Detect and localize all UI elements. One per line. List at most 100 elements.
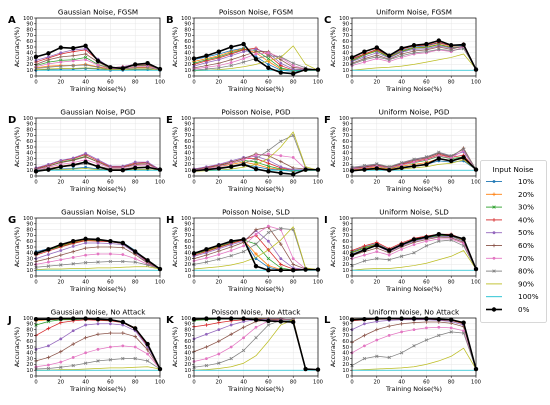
data-point <box>133 249 138 254</box>
data-point <box>46 51 51 56</box>
y-tick-label: 0 <box>346 374 349 380</box>
data-point <box>71 256 75 259</box>
data-point <box>59 51 63 55</box>
data-point <box>96 63 100 67</box>
x-axis-label: Training Noise(%) <box>385 385 442 393</box>
data-point <box>83 155 88 159</box>
data-point <box>254 252 258 256</box>
data-point <box>46 355 51 360</box>
legend-label: 60% <box>518 241 534 250</box>
x-tick-label: 40 <box>82 280 89 286</box>
y-tick-label: 60 <box>342 139 349 145</box>
data-point <box>363 60 366 64</box>
legend-item-50pct: 50% <box>486 228 534 237</box>
data-point <box>291 172 296 177</box>
data-point <box>291 257 295 260</box>
series-0pct <box>191 162 321 177</box>
data-point <box>387 248 392 253</box>
data-point <box>83 361 88 365</box>
data-point <box>71 45 76 51</box>
y-tick-label: 70 <box>26 33 33 39</box>
legend: Input Noise 10%20%30%40%50%60%70%80%90%1… <box>480 160 547 323</box>
x-axis-label: Training Noise(%) <box>227 185 284 193</box>
data-point <box>229 332 233 337</box>
data-point <box>399 316 404 321</box>
data-point <box>387 168 392 173</box>
data-point <box>47 62 50 66</box>
data-point <box>46 167 51 172</box>
y-tick-label: 20 <box>342 262 349 268</box>
y-tick-label: 30 <box>342 356 349 362</box>
y-tick-label: 0 <box>346 74 349 80</box>
data-point <box>375 320 379 323</box>
data-point <box>241 325 246 330</box>
data-point <box>108 65 113 70</box>
y-tick-label: 0 <box>188 374 191 380</box>
legend-item-90pct: 90% <box>486 279 534 288</box>
data-point <box>204 253 209 257</box>
data-point <box>241 316 246 321</box>
series-90pct <box>351 347 477 371</box>
y-tick-label: 20 <box>342 162 349 168</box>
data-point <box>399 54 404 58</box>
series-70pct <box>34 344 162 371</box>
x-tick-label: 100 <box>313 280 323 286</box>
y-tick-label: 40 <box>342 351 349 357</box>
data-point <box>59 60 63 64</box>
data-point <box>411 237 417 242</box>
data-point <box>46 65 51 69</box>
data-point <box>121 356 125 361</box>
series-70pct <box>350 325 478 371</box>
data-point <box>58 45 63 50</box>
x-axis-label: Training Noise(%) <box>69 85 126 93</box>
x-tick-label: 60 <box>107 280 114 286</box>
data-point <box>59 55 63 59</box>
x-tick-label: 0 <box>192 380 195 386</box>
panel-letter: G <box>8 215 16 226</box>
data-point <box>229 44 234 50</box>
y-tick-label: 80 <box>26 27 33 33</box>
data-point <box>59 365 63 369</box>
data-point <box>424 49 429 54</box>
y-axis-label: Accuracy(%) <box>13 227 21 267</box>
data-point <box>303 366 308 372</box>
data-point <box>108 317 113 322</box>
y-axis-label: Accuracy(%) <box>171 127 179 167</box>
data-point <box>437 150 441 154</box>
y-tick-label: 10 <box>342 68 349 74</box>
data-point <box>216 49 221 54</box>
data-point <box>58 164 63 169</box>
x-tick-label: 40 <box>240 280 247 286</box>
data-point <box>71 63 75 68</box>
series-line <box>351 250 477 271</box>
data-point <box>399 242 404 247</box>
y-axis-label: Accuracy(%) <box>13 27 21 67</box>
data-point <box>241 237 246 242</box>
legend-frame <box>480 160 547 323</box>
series-0pct <box>349 232 479 272</box>
panel-title: Gaussian Noise, FGSM <box>58 8 138 17</box>
data-point <box>204 260 209 264</box>
panel-title: Uniform Noise, No Attack <box>369 308 460 317</box>
series-0pct <box>191 41 321 76</box>
data-point <box>363 344 366 348</box>
data-point <box>279 66 283 70</box>
data-point <box>229 345 233 349</box>
y-tick-label: 50 <box>342 45 349 51</box>
x-tick-label: 0 <box>350 380 353 386</box>
x-tick-label: 60 <box>265 380 272 386</box>
series-line <box>35 266 161 270</box>
data-point <box>424 244 429 248</box>
data-point <box>229 63 233 68</box>
data-point <box>96 241 100 245</box>
y-tick-label: 70 <box>26 333 33 339</box>
data-point <box>59 253 63 257</box>
data-point <box>461 331 466 335</box>
data-point <box>71 262 75 266</box>
legend-title: Input Noise <box>493 165 534 174</box>
legend-item-10pct: 10% <box>486 177 534 186</box>
y-tick-label: 20 <box>26 262 33 268</box>
series-90pct <box>35 67 161 71</box>
x-tick-label: 60 <box>107 80 114 86</box>
